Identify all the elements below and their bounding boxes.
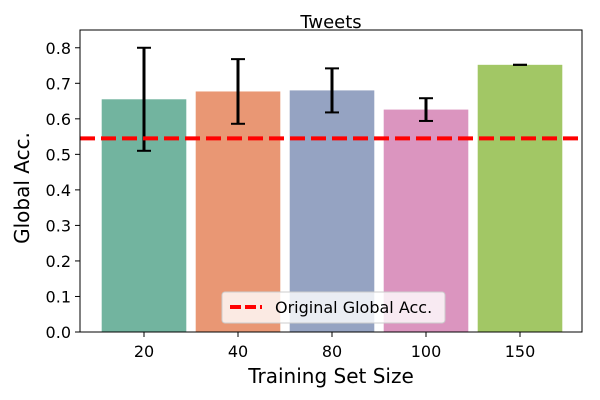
y-tick-label: 0.0: [46, 323, 71, 342]
legend-label: Original Global Acc.: [275, 298, 432, 317]
y-tick-label: 0.1: [46, 287, 71, 306]
y-tick-label: 0.7: [46, 74, 71, 93]
y-tick-label: 0.4: [46, 181, 71, 200]
x-tick-label: 20: [134, 342, 154, 361]
error-bar-80: [325, 67, 339, 114]
y-axis-label: Global Acc.: [10, 132, 34, 244]
x-tick-label: 80: [322, 342, 342, 361]
legend: Original Global Acc.: [221, 291, 446, 324]
chart-title: Tweets: [299, 12, 361, 33]
x-tick-label: 100: [411, 342, 442, 361]
bar-150: [477, 64, 563, 333]
x-tick-label: 40: [228, 342, 248, 361]
error-bar-20: [137, 46, 151, 152]
y-axis-ticks: 0.0 0.1 0.2 0.3 0.4 0.5 0.6 0.7 0.8: [46, 39, 80, 342]
x-tick-label: 150: [505, 342, 536, 361]
x-axis-ticks: 20 40 80 100 150: [134, 332, 535, 361]
y-tick-label: 0.5: [46, 145, 71, 164]
y-tick-label: 0.2: [46, 252, 71, 271]
legend-box: [221, 291, 446, 324]
y-tick-label: 0.3: [46, 216, 71, 235]
y-tick-label: 0.6: [46, 110, 71, 129]
error-bar-40: [231, 58, 245, 125]
error-bar-100: [419, 97, 433, 122]
error-bars-group: [137, 46, 527, 152]
bars-group: [101, 64, 563, 333]
plot-frame: [79, 29, 583, 333]
y-tick-label: 0.8: [46, 39, 71, 58]
x-axis-label: Training Set Size: [247, 364, 414, 388]
